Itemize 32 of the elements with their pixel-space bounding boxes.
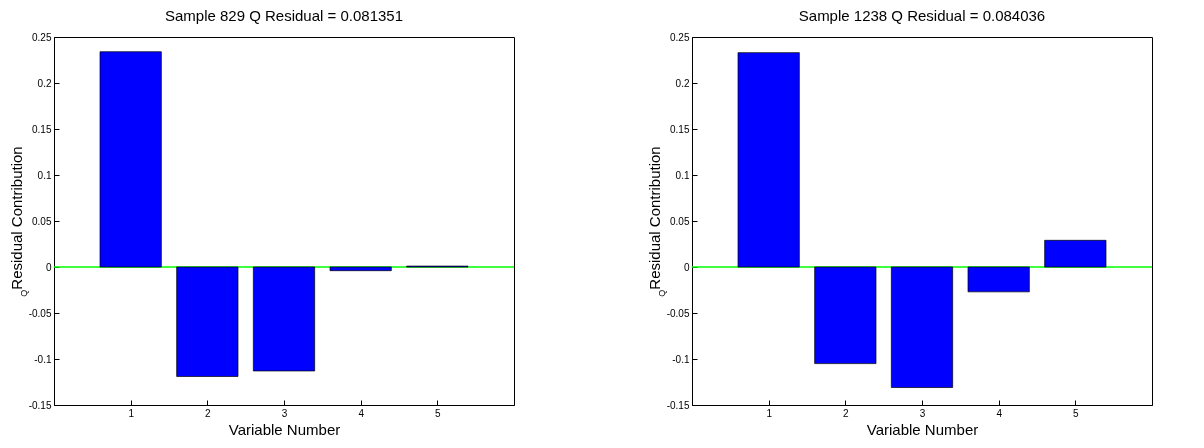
y-tick-label: -0.05 (28, 307, 52, 319)
y-tick-label: 0.15 (32, 123, 52, 135)
chart-title: Sample 1238 Q Residual = 0.084036 (798, 7, 1046, 24)
x-tick-label: 5 (1073, 407, 1080, 419)
x-axis-title: Variable Number (866, 420, 979, 438)
y-tick-label: 0 (45, 261, 52, 273)
y-tick-label: 0.15 (670, 123, 690, 135)
y-tick-label: -0.1 (672, 353, 690, 365)
x-tick-label: 2 (205, 407, 212, 419)
y-tick-label: -0.1 (34, 353, 52, 365)
y-tick-label: -0.15 (666, 399, 690, 411)
x-tick-label: 2 (843, 407, 850, 419)
y-tick-label: 0.05 (32, 215, 52, 227)
y-tick-label: -0.15 (28, 399, 52, 411)
x-tick-label: 4 (996, 407, 1003, 419)
y-tick-label: 0.05 (670, 215, 690, 227)
y-tick-label: 0.2 (37, 77, 52, 89)
y-tick-label: -0.05 (666, 307, 690, 319)
x-axis-title: Variable Number (228, 420, 341, 438)
x-tick-label: 5 (435, 407, 442, 419)
y-tick-label: 0.25 (32, 31, 52, 43)
y-tick-label: 0 (683, 261, 690, 273)
x-tick-label: 1 (766, 407, 773, 419)
x-tick-label: 3 (281, 407, 288, 419)
y-tick-label: 0.1 (37, 169, 52, 181)
chart-title: Sample 829 Q Residual = 0.081351 (164, 7, 404, 24)
x-tick-label: 4 (358, 407, 365, 419)
y-tick-label: 0.2 (675, 77, 690, 89)
y-tick-label: 0.1 (675, 169, 690, 181)
y-tick-label: 0.25 (670, 31, 690, 43)
x-tick-label: 1 (128, 407, 135, 419)
x-tick-label: 3 (919, 407, 926, 419)
